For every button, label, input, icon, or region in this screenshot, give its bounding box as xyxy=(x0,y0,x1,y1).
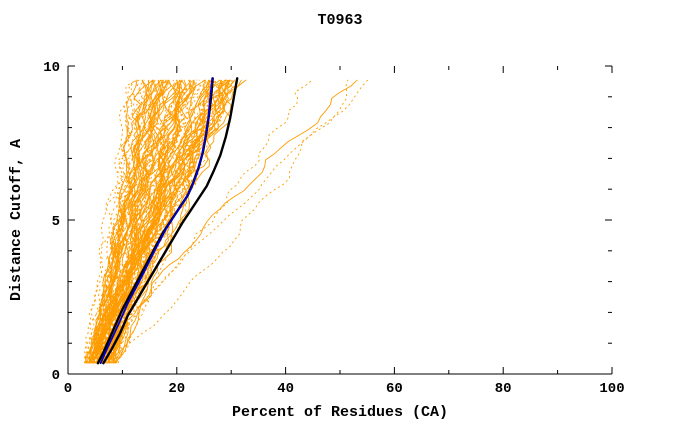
x-tick-label: 100 xyxy=(599,381,624,397)
x-tick-label: 20 xyxy=(168,381,185,397)
y-tick-label: 0 xyxy=(52,368,60,384)
y-axis-label: Distance Cutoff, A xyxy=(8,139,25,301)
x-tick-label: 80 xyxy=(495,381,512,397)
ensemble-curve xyxy=(92,79,227,364)
ensemble-curve xyxy=(102,79,223,364)
ensemble-curve xyxy=(113,79,229,364)
ensemble-curve xyxy=(92,79,168,364)
highlight-curve-model-blue xyxy=(99,77,214,365)
ensemble-curve xyxy=(84,79,162,364)
ensemble-curves xyxy=(83,79,369,364)
ensemble-curve xyxy=(89,79,163,364)
ensemble-curve xyxy=(85,79,155,364)
highlight-curve-model-black-2 xyxy=(102,77,239,365)
ensemble-curve xyxy=(115,79,205,364)
highlight-curves xyxy=(96,77,239,365)
tick-labels: 0 20 40 60 80 100 0 5 10 xyxy=(43,60,624,397)
ensemble-curve xyxy=(114,79,247,364)
x-tick-label: 60 xyxy=(386,381,403,397)
x-tick-label: 0 xyxy=(64,381,72,397)
ensemble-curve xyxy=(100,79,138,364)
ensemble-curve xyxy=(95,79,184,364)
y-tick-label: 10 xyxy=(43,60,60,76)
ensemble-curve xyxy=(102,79,178,364)
ensemble-curve xyxy=(88,79,169,364)
ensemble-curve xyxy=(92,79,200,364)
y-tick-label: 5 xyxy=(52,214,60,230)
axes xyxy=(67,65,613,375)
ensemble-curve xyxy=(89,79,210,364)
ensemble-curve xyxy=(93,79,152,364)
chart-title: T0963 xyxy=(317,12,362,29)
ensemble-curve xyxy=(101,79,194,364)
ensemble-curve xyxy=(105,79,167,364)
ensemble-curve xyxy=(89,79,182,364)
ensemble-curve xyxy=(115,79,234,364)
x-axis-label: Percent of Residues (CA) xyxy=(232,404,448,421)
ensemble-curve xyxy=(107,79,224,364)
ensemble-curve xyxy=(95,79,180,364)
ensemble-curve xyxy=(97,79,213,364)
ensemble-curve xyxy=(86,79,369,364)
ensemble-curve xyxy=(105,79,358,364)
ensemble-curve xyxy=(88,79,313,364)
x-tick-label: 40 xyxy=(277,381,294,397)
